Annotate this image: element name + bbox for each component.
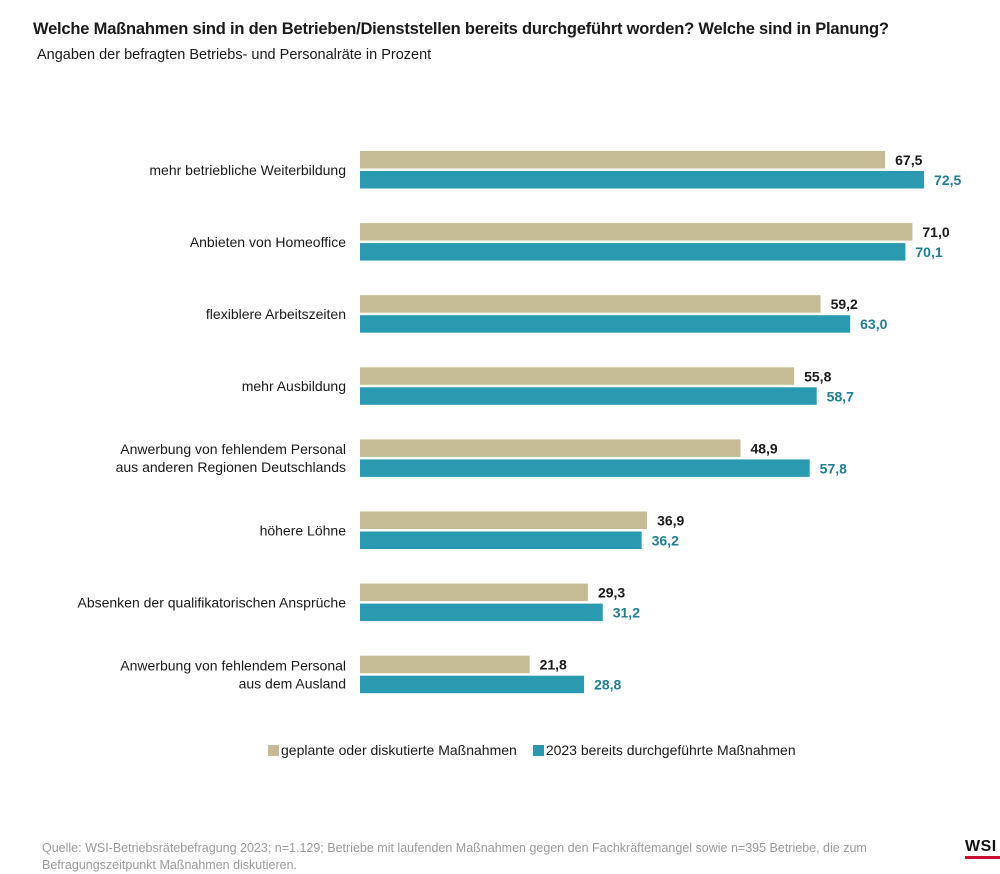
data-label-done: 70,1 xyxy=(915,244,942,260)
data-label-done: 28,8 xyxy=(594,677,621,693)
data-label-planned: 67,5 xyxy=(895,152,922,168)
category-label: Absenken der qualifikatorischen Ansprüch… xyxy=(77,594,346,610)
data-label-planned: 55,8 xyxy=(804,368,831,384)
logo-text: WSI xyxy=(965,838,997,855)
category-label: flexiblere Arbeitszeiten xyxy=(206,306,346,322)
data-label-done: 58,7 xyxy=(827,388,854,404)
data-label-planned: 71,0 xyxy=(922,224,949,240)
data-label-done: 57,8 xyxy=(820,460,847,476)
category-label: höhere Löhne xyxy=(260,522,347,538)
bar-done xyxy=(360,531,642,549)
chart-subtitle: Angaben der befragten Betriebs- und Pers… xyxy=(37,47,432,63)
bar-planned xyxy=(360,583,588,602)
data-label-done: 36,2 xyxy=(652,533,679,549)
category-label: aus anderen Regionen Deutschlands xyxy=(116,459,346,475)
legend-item-done: 2023 bereits durchgeführte Maßnahmen xyxy=(532,742,796,758)
category-label: Anwerbung von fehlendem Personal xyxy=(120,657,346,673)
bar-done xyxy=(360,675,585,694)
data-label-planned: 21,8 xyxy=(540,657,567,673)
bar-planned xyxy=(360,223,913,241)
category-label: Anbieten von Homeoffice xyxy=(190,234,346,250)
data-label-planned: 36,9 xyxy=(657,513,684,529)
legend: geplante oder diskutierte Maßnahmen 2023… xyxy=(268,742,828,758)
bar-planned xyxy=(360,367,795,385)
bar-chart: mehr betriebliche Weiterbildung 67,5 72,5 A… xyxy=(77,151,962,694)
data-label-planned: 59,2 xyxy=(831,296,858,312)
category-label: Anwerbung von fehlendem Personal xyxy=(120,441,346,457)
bar-done xyxy=(360,315,851,333)
legend-label-done: 2023 bereits durchgeführte Maßnahmen xyxy=(545,742,796,758)
legend-item-planned: geplante oder diskutierte Maßnahmen xyxy=(268,742,517,758)
category-label: mehr Ausbildung xyxy=(242,378,346,394)
bar-done xyxy=(360,603,603,622)
legend-swatch-done xyxy=(532,744,544,756)
data-label-done: 63,0 xyxy=(860,316,887,332)
data-label-done: 31,2 xyxy=(613,605,640,621)
logo-bar xyxy=(965,856,1000,859)
source-note: Quelle: WSI-Betriebsrätebefragung 2023; … xyxy=(42,841,867,872)
bar-done xyxy=(360,387,817,405)
legend-swatch-planned xyxy=(268,744,279,756)
bar-done xyxy=(360,171,925,189)
bar-planned xyxy=(360,439,741,457)
category-label: mehr betriebliche Weiterbildung xyxy=(149,162,346,178)
data-label-planned: 29,3 xyxy=(598,585,625,601)
bar-planned xyxy=(360,511,648,529)
legend-label-planned: geplante oder diskutierte Maßnahmen xyxy=(281,742,517,758)
data-label-done: 72,5 xyxy=(934,172,961,188)
bar-planned xyxy=(360,151,886,169)
wsi-logo: WSI xyxy=(965,838,1000,866)
bar-done xyxy=(360,243,906,261)
bar-done xyxy=(360,459,810,477)
category-label: aus dem Ausland xyxy=(239,675,346,691)
data-label-planned: 48,9 xyxy=(750,440,777,456)
bar-planned xyxy=(360,655,530,674)
bar-planned xyxy=(360,295,821,313)
chart-title: Welche Maßnahmen sind in den Betrieben/D… xyxy=(33,20,889,38)
